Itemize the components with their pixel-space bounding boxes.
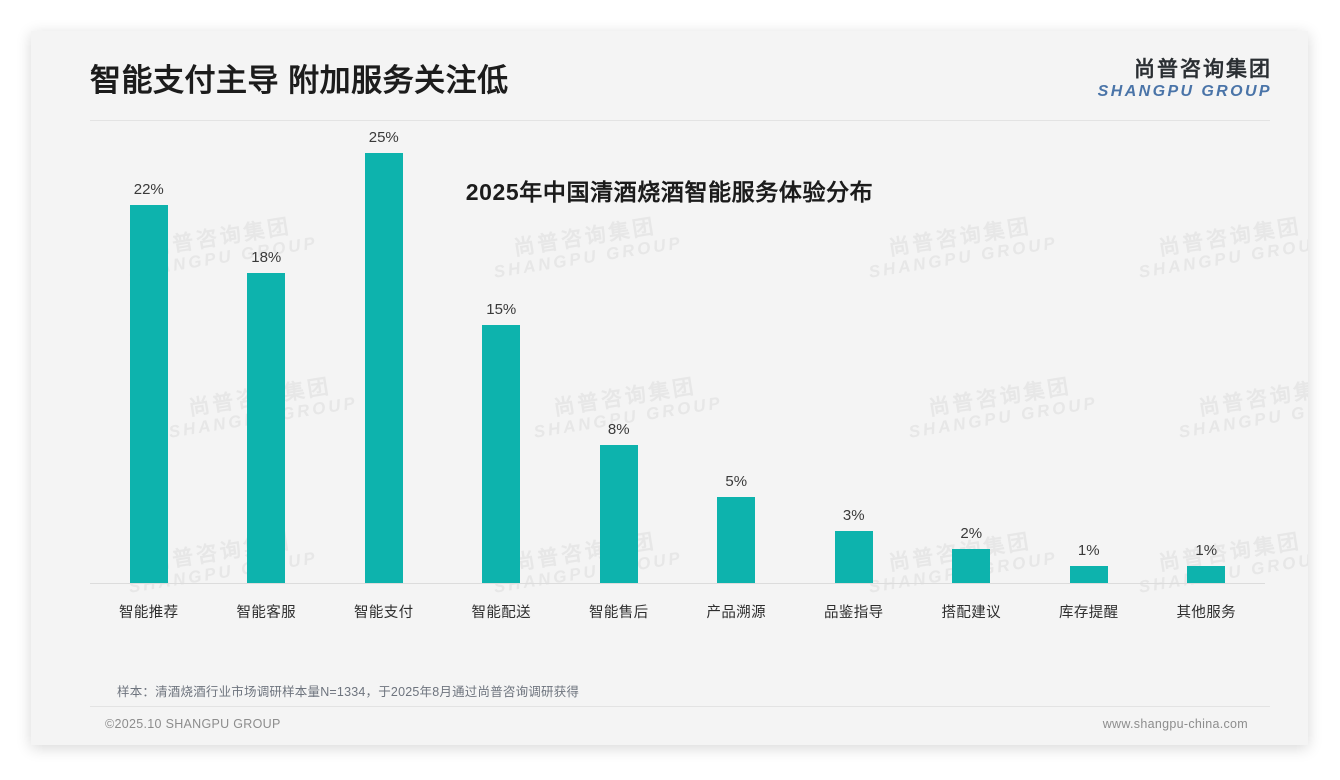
page-title: 智能支付主导 附加服务关注低	[90, 63, 509, 98]
bar-column[interactable]: 18%	[208, 121, 326, 583]
bar-value-label: 1%	[1077, 541, 1100, 559]
x-axis-tick-label: 产品溯源	[706, 605, 767, 621]
bar-rect[interactable]	[1069, 565, 1108, 583]
footer-divider	[90, 706, 1270, 707]
bar-value-label: 8%	[607, 421, 630, 439]
slide-header: 智能支付主导 附加服务关注低 尚普咨询集团 SHANGPU GROUP	[31, 31, 1308, 121]
bar-column[interactable]: 8%	[560, 121, 678, 583]
bar-value-label: 15%	[486, 301, 517, 318]
bar-rect[interactable]	[129, 204, 168, 583]
slide-footer: ©2025.10 SHANGPU GROUP www.shangpu-china…	[31, 707, 1308, 745]
bar-rect[interactable]	[482, 325, 521, 583]
x-axis-tick-labels: 智能推荐 智能客服 智能支付 智能配送 智能售后 产品溯源 品鉴指导 搭配建议 库存提醒 其他服务	[90, 601, 1265, 622]
x-axis-tick-label: 搭配建议	[941, 605, 1002, 621]
x-axis-tick-label: 智能支付	[353, 605, 414, 621]
bar-column[interactable]: 25%	[325, 121, 443, 583]
chart-area: 尚普咨询集团 SHANGPU GROUP 尚普咨询集团 SHANGPU GROUP 尚普…	[31, 121, 1308, 651]
x-axis-tick-label: 智能客服	[236, 605, 297, 621]
x-axis-tick-label: 品鉴指导	[823, 605, 884, 621]
bar-rect[interactable]	[952, 548, 991, 583]
bar-series: 22% 18% 25% 15% 8% 5% 3% 2% 1% 1%	[90, 121, 1265, 583]
bar-column[interactable]: 1%	[1030, 121, 1148, 583]
chart-title: 2025年中国清酒烧酒智能服务体验分布	[465, 179, 874, 205]
bar-rect[interactable]	[834, 531, 873, 583]
bar-chart-plot: 22% 18% 25% 15% 8% 5% 3% 2% 1% 1%	[90, 121, 1265, 651]
website-url[interactable]: www.shangpu-china.com	[1102, 717, 1248, 731]
header-divider	[90, 120, 1270, 121]
bar-value-label: 1%	[1195, 541, 1218, 559]
slide-card: 智能支付主导 附加服务关注低 尚普咨询集团 SHANGPU GROUP 尚普咨询…	[31, 31, 1308, 745]
bar-column[interactable]: 3%	[795, 121, 913, 583]
bar-value-label: 22%	[133, 180, 164, 198]
bar-column[interactable]: 2%	[913, 121, 1031, 583]
bar-value-label: 5%	[725, 473, 748, 490]
brand-logo-cn: 尚普咨询集团	[1134, 58, 1272, 81]
bar-column[interactable]: 1%	[1148, 121, 1266, 583]
brand-logo: 尚普咨询集团 SHANGPU GROUP	[1098, 59, 1272, 100]
bar-rect[interactable]	[247, 273, 286, 583]
brand-logo-en: SHANGPU GROUP	[1097, 83, 1272, 100]
bar-rect[interactable]	[717, 497, 756, 583]
x-axis-tick-label: 智能配送	[471, 605, 532, 621]
bar-column[interactable]: 15%	[443, 121, 561, 583]
bar-column[interactable]: 5%	[678, 121, 796, 583]
sample-note: 样本：清酒烧酒行业市场调研样本量N=1334，于2025年8月通过尚普咨询调研获…	[117, 685, 580, 699]
copyright-text: ©2025.10 SHANGPU GROUP	[105, 717, 281, 731]
x-axis-tick-label: 其他服务	[1176, 605, 1237, 621]
bar-value-label: 18%	[251, 249, 282, 267]
bar-value-label: 2%	[960, 524, 983, 542]
bar-column[interactable]: 22%	[90, 121, 208, 583]
x-axis-tick-label: 库存提醒	[1058, 605, 1119, 621]
bar-rect[interactable]	[599, 445, 638, 583]
x-axis-tick-label: 智能推荐	[118, 605, 179, 621]
bar-value-label: 25%	[368, 129, 399, 146]
bar-value-label: 3%	[842, 507, 865, 525]
x-axis-line	[90, 583, 1265, 584]
x-axis-tick-label: 智能售后	[588, 605, 649, 621]
bar-rect[interactable]	[364, 153, 403, 583]
bar-rect[interactable]	[1187, 565, 1226, 583]
